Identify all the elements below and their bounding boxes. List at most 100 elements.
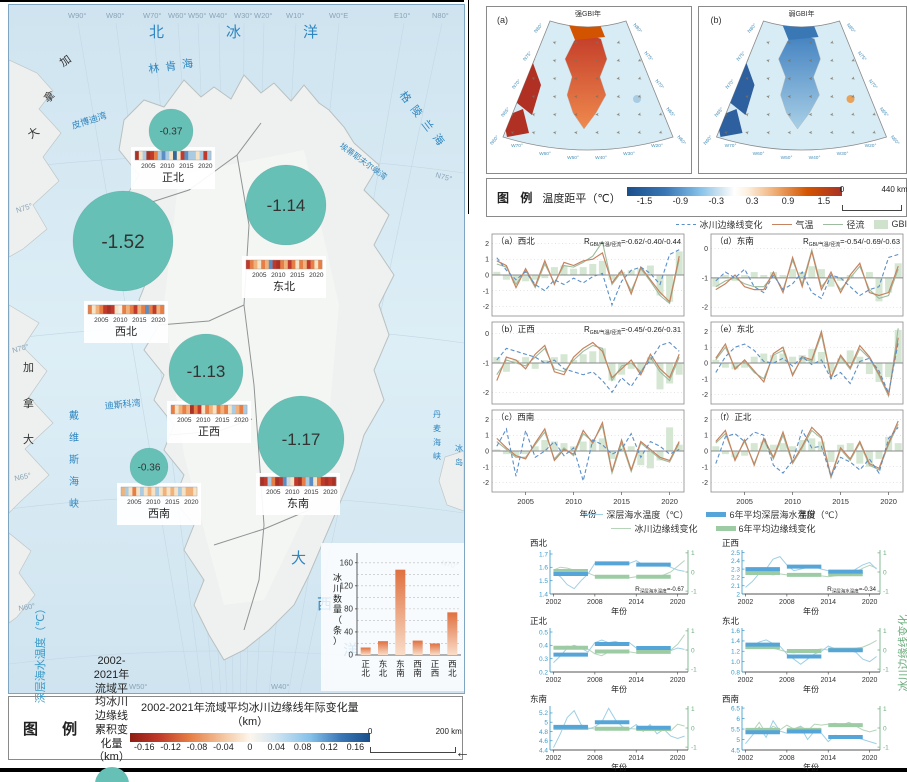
svg-text:-2: -2 [702, 480, 708, 487]
svg-text:➤: ➤ [552, 129, 557, 136]
svg-text:➤: ➤ [723, 56, 730, 63]
svg-text:2: 2 [485, 417, 489, 424]
svg-text:1.2: 1.2 [731, 649, 740, 656]
region-西北: -1.52 2005 2010 2015 2020 西北 [72, 190, 174, 343]
map-scale-bar: 0 200 km [368, 727, 462, 753]
region-value: -0.36 [138, 463, 161, 474]
green-line-sample [823, 223, 844, 225]
region-西南: -0.36 2005 2010 2015 2020 西南 [117, 447, 201, 525]
region-name: 正北 [162, 171, 184, 184]
svg-text:6.5: 6.5 [731, 705, 740, 712]
svg-text:戴维斯海峡: 戴维斯海峡 [69, 409, 79, 510]
svg-text:1.6: 1.6 [731, 628, 740, 635]
svg-text:➤: ➤ [509, 74, 516, 81]
svg-text:➤: ➤ [871, 56, 878, 63]
svg-text:2020: 2020 [862, 677, 878, 684]
svg-text:N65°: N65° [878, 106, 890, 118]
svg-text:W90°: W90° [68, 11, 86, 20]
svg-text:W40°: W40° [209, 11, 227, 20]
sea-grid: 西北 1.7 1.6 1.5 1.4 1 0 -1 R深层海水温度=-0.67 2002 2008 2… [524, 538, 899, 772]
svg-text:-1: -1 [883, 744, 889, 751]
svg-text:➤: ➤ [616, 93, 621, 100]
svg-text:➤: ➤ [595, 39, 600, 45]
region-circle [129, 447, 169, 487]
svg-text:2008: 2008 [779, 677, 795, 684]
legend-air-temp: 气温 [772, 218, 813, 231]
svg-text:2010: 2010 [285, 489, 300, 496]
svg-text:-1: -1 [702, 464, 708, 471]
thick-green-line-sample [715, 526, 736, 531]
svg-text:2014: 2014 [628, 599, 644, 606]
svg-text:➤: ➤ [850, 129, 856, 136]
edge-change-axis-label: 冰川边缘线变化 [898, 614, 907, 692]
svg-text:0.5: 0.5 [539, 629, 548, 636]
svg-text:W80°: W80° [106, 11, 124, 20]
svg-text:2015: 2015 [132, 317, 147, 324]
svg-text:4.5: 4.5 [731, 747, 740, 754]
svg-text:年份: 年份 [611, 762, 627, 772]
svg-text:正西: 正西 [431, 659, 440, 678]
svg-text:➤: ➤ [509, 92, 515, 99]
svg-text:弱GBI年: 弱GBI年 [788, 9, 814, 18]
svg-text:➤: ➤ [573, 39, 578, 45]
svg-text:4.8: 4.8 [539, 729, 548, 736]
svg-text:1: 1 [883, 706, 887, 713]
svg-text:W20°: W20° [254, 11, 272, 20]
svg-text:➤: ➤ [509, 56, 516, 63]
svg-text:➤: ➤ [531, 92, 537, 99]
svg-text:W30°: W30° [623, 151, 635, 157]
temp-anomaly-colorbar [626, 187, 842, 196]
svg-text:N65°: N65° [664, 106, 676, 118]
svg-text:-2: -2 [702, 392, 708, 399]
column-divider [468, 0, 469, 214]
svg-text:➤: ➤ [850, 92, 856, 99]
region-name: 正西 [198, 426, 220, 438]
count-bar-正北 [360, 647, 371, 655]
svg-text:➤: ➤ [510, 128, 516, 135]
dashed-line-sample [676, 223, 697, 225]
gbi-legend-title: 图 例 [497, 191, 537, 205]
svg-text:0.3: 0.3 [539, 656, 548, 663]
svg-text:2014: 2014 [820, 599, 836, 606]
svg-text:2005: 2005 [252, 272, 267, 279]
svg-text:年份: 年份 [611, 684, 627, 694]
svg-text:➤: ➤ [808, 39, 813, 45]
green-box-sample [874, 219, 889, 229]
svg-text:1.4: 1.4 [731, 638, 740, 645]
svg-text:2020: 2020 [198, 163, 213, 170]
svg-text:40: 40 [344, 627, 353, 636]
svg-text:2005: 2005 [177, 417, 192, 424]
svg-text:东南: 东南 [396, 659, 405, 678]
svg-text:西北: 西北 [448, 659, 457, 678]
svg-text:➤: ➤ [552, 111, 557, 118]
svg-text:2002: 2002 [546, 599, 562, 606]
back-arrow-icon[interactable]: ← [455, 744, 470, 761]
svg-text:2005: 2005 [736, 497, 753, 506]
svg-text:（b）正西: （b）正西 [496, 324, 535, 334]
orange-line-sample [772, 223, 793, 225]
svg-text:RGBI/气温/径流=-0.62/-0.40/-0.44: RGBI/气温/径流=-0.62/-0.40/-0.44 [584, 237, 681, 248]
svg-text:➤: ➤ [787, 75, 792, 81]
svg-text:W60°: W60° [168, 11, 186, 20]
svg-text:➤: ➤ [765, 38, 771, 45]
svg-text:➤: ➤ [829, 75, 834, 82]
cumulative-circle-symbol [94, 767, 129, 782]
svg-text:W50°: W50° [567, 155, 579, 161]
svg-text:➤: ➤ [636, 110, 642, 117]
svg-text:（f）正北: （f）正北 [715, 412, 752, 422]
svg-text:W0°E: W0°E [329, 11, 348, 20]
svg-text:➤: ➤ [808, 75, 813, 81]
svg-text:0: 0 [485, 273, 489, 280]
svg-text:N70°: N70° [867, 78, 879, 90]
svg-text:N60°: N60° [703, 134, 715, 146]
svg-text:N80°: N80° [631, 22, 643, 34]
svg-text:RGBI/气温/径流=-0.54/-0.69/-0.63: RGBI/气温/径流=-0.54/-0.69/-0.63 [803, 237, 900, 248]
svg-text:➤: ➤ [766, 111, 771, 118]
count-bar-西北 [447, 612, 458, 655]
svg-text:N65°: N65° [500, 106, 512, 118]
svg-text:年份: 年份 [803, 762, 819, 772]
svg-text:➤: ➤ [531, 74, 537, 81]
svg-text:0.4: 0.4 [539, 643, 548, 650]
sea-legend: 深层海水温度（℃） 6年平均深层海水温度（℃） 冰川边缘线变化 6年平均边缘线变… [520, 508, 907, 538]
svg-text:➤: ➤ [552, 56, 558, 63]
